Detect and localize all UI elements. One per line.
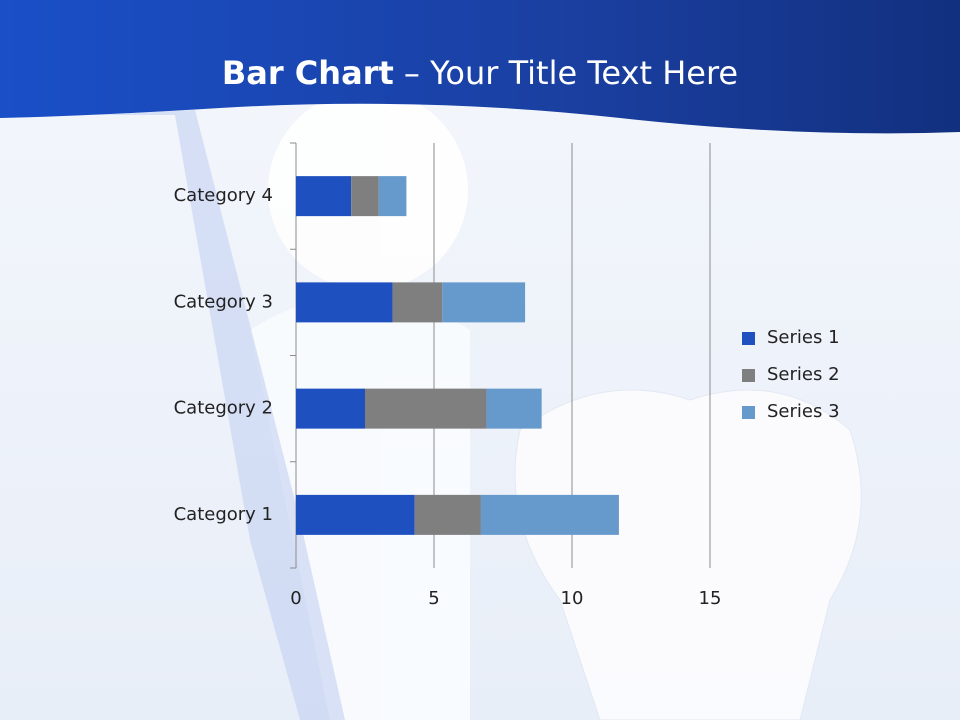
legend-swatch xyxy=(742,332,755,345)
toothbrush xyxy=(95,110,345,720)
legend-label: Series 1 xyxy=(767,327,840,348)
x-tick-label: 5 xyxy=(428,588,439,609)
header-band xyxy=(0,0,960,134)
bar xyxy=(392,282,443,323)
bar xyxy=(414,494,481,535)
y-tick-label: Category 1 xyxy=(174,504,273,525)
slide-title: Bar Chart – Your Title Text Here xyxy=(222,54,738,92)
y-tick-label: Category 3 xyxy=(174,291,273,312)
y-tick-label: Category 2 xyxy=(174,398,273,419)
bar xyxy=(378,176,407,217)
bar xyxy=(296,388,365,429)
bar xyxy=(480,494,619,535)
bar xyxy=(486,388,542,429)
x-tick-label: 0 xyxy=(290,588,301,609)
title-bold: Bar Chart xyxy=(222,54,394,92)
bar xyxy=(296,494,415,535)
bar xyxy=(442,282,526,323)
bar xyxy=(351,176,379,217)
title-rest: – Your Title Text Here xyxy=(404,54,738,92)
x-tick-label: 10 xyxy=(561,588,584,609)
tooth xyxy=(514,389,862,720)
legend-swatch xyxy=(742,369,755,382)
plot: 0 5 10 15 Category 1 Category 2 Category 3 Cate… xyxy=(174,142,840,609)
y-tick-label: Category 4 xyxy=(174,185,273,206)
legend-label: Series 2 xyxy=(767,364,840,385)
legend-label: Series 3 xyxy=(767,401,840,422)
bar xyxy=(365,388,487,429)
x-tick-label: 15 xyxy=(699,588,722,609)
bar xyxy=(296,282,393,323)
legend-swatch xyxy=(742,406,755,419)
bar xyxy=(296,176,352,217)
